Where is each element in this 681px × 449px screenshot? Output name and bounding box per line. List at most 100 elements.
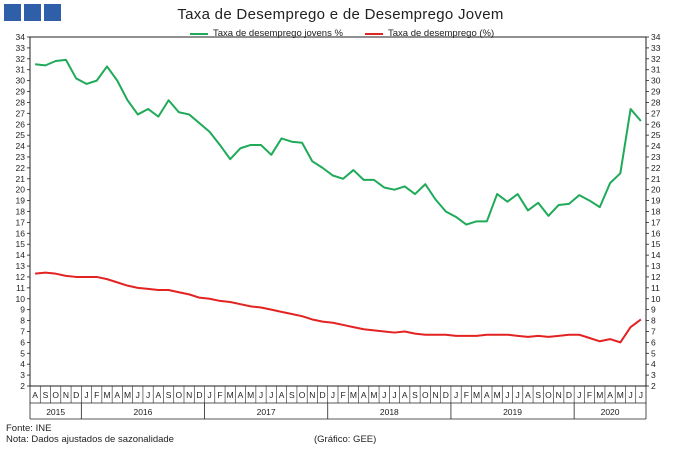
y-tick-label-left: 28 [16, 97, 26, 107]
x-tick-label: O [299, 390, 306, 400]
y-tick-label-right: 25 [651, 130, 661, 140]
y-tick-label-left: 24 [16, 141, 26, 151]
y-tick-label-left: 3 [20, 370, 25, 380]
source-note: Fonte: INE [6, 423, 52, 434]
y-tick-label-right: 20 [651, 185, 661, 195]
y-tick-label-left: 16 [16, 228, 26, 238]
x-tick-label: M [247, 390, 254, 400]
y-tick-label-left: 7 [20, 326, 25, 336]
x-tick-label: F [94, 390, 99, 400]
x-tick-label: A [484, 390, 490, 400]
y-tick-label-right: 27 [651, 108, 661, 118]
y-tick-label-right: 32 [651, 54, 661, 64]
x-tick-label: J [392, 390, 396, 400]
y-tick-label-left: 23 [16, 152, 26, 162]
x-year-label: 2017 [257, 407, 276, 417]
x-tick-label: N [432, 390, 438, 400]
x-tick-label: D [196, 390, 202, 400]
x-tick-label: J [639, 390, 643, 400]
y-tick-label-right: 14 [651, 250, 661, 260]
x-year-label: 2015 [46, 407, 65, 417]
series-line-youth-unemployment [35, 58, 642, 226]
legend-swatch-youth [190, 32, 208, 35]
x-tick-label: J [331, 390, 335, 400]
logo-blocks [4, 4, 61, 21]
x-tick-label: J [454, 390, 458, 400]
y-tick-label-left: 5 [20, 348, 25, 358]
y-tick-label-left: 27 [16, 108, 26, 118]
y-tick-label-right: 19 [651, 196, 661, 206]
x-tick-label: J [505, 390, 509, 400]
y-tick-label-right: 21 [651, 174, 661, 184]
y-tick-label-left: 11 [16, 283, 25, 293]
x-year-label: 2019 [503, 407, 522, 417]
y-tick-label-left: 17 [16, 217, 26, 227]
y-tick-label-left: 33 [16, 43, 26, 53]
x-tick-label: F [341, 390, 346, 400]
x-tick-label: J [382, 390, 386, 400]
legend-label-total: Taxa de desemprego (%) [388, 28, 495, 39]
x-tick-label: J [208, 390, 212, 400]
x-tick-label: D [320, 390, 326, 400]
y-tick-label-right: 22 [651, 163, 661, 173]
x-year-label: 2016 [133, 407, 152, 417]
x-tick-label: A [238, 390, 244, 400]
chart-title: Taxa de Desemprego e de Desemprego Jovem [177, 6, 504, 23]
x-tick-label: M [350, 390, 357, 400]
y-tick-label-right: 24 [651, 141, 661, 151]
y-tick-label-right: 7 [651, 326, 656, 336]
x-tick-label: J [577, 390, 581, 400]
x-tick-label: N [309, 390, 315, 400]
y-tick-label-left: 2 [20, 381, 25, 391]
legend-item-total: Taxa de desemprego (%) [365, 28, 494, 39]
x-tick-label: J [269, 390, 273, 400]
y-tick-label-right: 2 [651, 381, 656, 391]
logo-block [44, 4, 61, 21]
x-tick-label: S [412, 390, 418, 400]
y-tick-label-right: 29 [651, 87, 661, 97]
x-tick-label: A [155, 390, 161, 400]
y-tick-label-left: 4 [20, 359, 25, 369]
legend-swatch-total [365, 32, 383, 35]
y-tick-label-right: 33 [651, 43, 661, 53]
x-year-label: 2020 [601, 407, 620, 417]
x-tick-label: M [494, 390, 501, 400]
y-tick-label-right: 15 [651, 239, 661, 249]
y-tick-label-left: 14 [16, 250, 26, 260]
y-tick-label-right: 26 [651, 119, 661, 129]
y-tick-label-left: 31 [16, 65, 26, 75]
x-tick-label: O [545, 390, 552, 400]
y-tick-label-left: 19 [16, 196, 26, 206]
legend: Taxa de desemprego jovens % Taxa de dese… [0, 28, 681, 42]
x-tick-label: M [124, 390, 131, 400]
y-tick-label-left: 8 [20, 316, 25, 326]
x-tick-label: S [535, 390, 541, 400]
x-tick-label: O [176, 390, 183, 400]
x-tick-label: S [289, 390, 295, 400]
x-tick-label: S [166, 390, 172, 400]
x-tick-label: F [217, 390, 222, 400]
y-tick-label-left: 29 [16, 87, 26, 97]
logo-block [24, 4, 41, 21]
y-tick-label-left: 13 [16, 261, 26, 271]
x-tick-label: N [186, 390, 192, 400]
x-tick-label: J [516, 390, 520, 400]
x-tick-label: A [525, 390, 531, 400]
y-tick-label-left: 32 [16, 54, 26, 64]
x-tick-label: A [32, 390, 38, 400]
y-tick-label-right: 28 [651, 97, 661, 107]
y-tick-label-right: 10 [651, 294, 661, 304]
y-tick-label-left: 10 [16, 294, 26, 304]
y-tick-label-right: 23 [651, 152, 661, 162]
y-tick-label-right: 9 [651, 305, 656, 315]
x-tick-label: M [617, 390, 624, 400]
x-tick-label: M [473, 390, 480, 400]
y-tick-label-left: 21 [16, 174, 26, 184]
y-tick-label-left: 15 [16, 239, 26, 249]
y-tick-label-right: 6 [651, 337, 656, 347]
x-tick-label: J [259, 390, 263, 400]
legend-item-youth: Taxa de desemprego jovens % [190, 28, 343, 39]
y-tick-label-right: 8 [651, 316, 656, 326]
y-tick-label-right: 13 [651, 261, 661, 271]
y-tick-label-left: 25 [16, 130, 26, 140]
